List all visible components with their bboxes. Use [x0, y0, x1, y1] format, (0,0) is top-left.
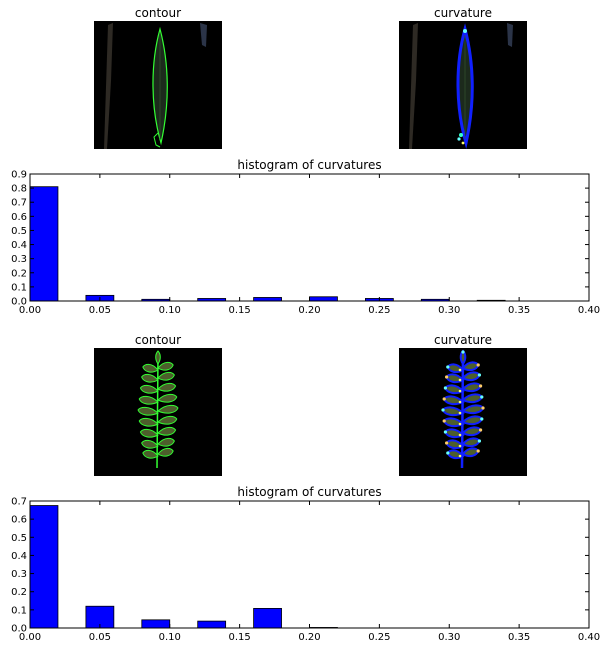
- histogram-bar: [309, 296, 338, 302]
- x-tick-label: 0.30: [438, 305, 460, 315]
- x-tick-label: 0.25: [368, 632, 390, 642]
- histogram-chart-2: 0.00 0.05 0.10 0.15 0.20 0.25 0.30 0.35 0.40 0.0 0…: [11, 497, 600, 642]
- contour-title-1: contour: [134, 6, 182, 20]
- x-tick-label: 0.05: [89, 305, 111, 315]
- y-tick-label: 0.0: [11, 297, 27, 308]
- histogram-bar: [29, 186, 59, 302]
- plot-area: [30, 501, 589, 628]
- y-tick-label: 0.2: [11, 268, 27, 279]
- histogram-bar: [141, 619, 171, 629]
- x-tick-label: 0.00: [19, 632, 41, 642]
- y-tick-label: 0.5: [11, 533, 27, 544]
- y-tick-label: 0.4: [11, 551, 27, 562]
- y-tick-label: 0.3: [11, 569, 27, 580]
- y-tick-label: 0.8: [11, 184, 27, 195]
- x-tick-label: 0.10: [159, 305, 181, 315]
- y-tick-label: 0.6: [11, 212, 27, 223]
- y-tick-label: 0.0: [11, 624, 27, 635]
- x-tick-label: 0.15: [228, 632, 250, 642]
- histogram-bar: [253, 608, 282, 629]
- histogram-title-2: histogram of curvatures: [237, 485, 382, 499]
- curvature-image-1: [399, 21, 527, 149]
- x-tick-label: 0.40: [578, 632, 600, 642]
- x-tick-label: 0.05: [89, 632, 111, 642]
- y-tick-label: 0.6: [11, 515, 27, 526]
- x-tick-label: 0.25: [368, 305, 390, 315]
- contour-title-2: contour: [134, 333, 182, 347]
- y-tick-label: 0.2: [11, 587, 27, 598]
- histogram-bar: [29, 505, 59, 629]
- curvature-image-2: [399, 348, 527, 476]
- x-tick-label: 0.35: [508, 305, 530, 315]
- plot-area: [30, 174, 589, 301]
- histogram-chart-1: 0.00 0.05 0.10 0.15 0.20 0.25 0.30 0.35 0.40 0.0 0…: [11, 170, 600, 315]
- histogram-title-1: histogram of curvatures: [237, 158, 382, 172]
- histogram-bar: [197, 620, 227, 629]
- y-tick-label: 0.1: [11, 605, 27, 616]
- y-tick-label: 0.5: [11, 226, 27, 237]
- x-tick-label: 0.35: [508, 632, 530, 642]
- contour-image-2: [94, 348, 222, 476]
- y-tick-label: 0.9: [11, 170, 27, 181]
- x-tick-label: 0.15: [228, 305, 250, 315]
- y-tick-label: 0.4: [11, 240, 27, 251]
- y-tick-label: 0.1: [11, 282, 27, 293]
- y-tick-label: 0.7: [11, 497, 27, 508]
- x-tick-label: 0.20: [298, 632, 320, 642]
- histogram-bar: [253, 297, 282, 302]
- curvature-title-1: curvature: [434, 6, 492, 20]
- curvature-title-2: curvature: [434, 333, 492, 347]
- x-tick-label: 0.00: [19, 305, 41, 315]
- y-tick-label: 0.3: [11, 254, 27, 265]
- y-tick-label: 0.7: [11, 198, 27, 209]
- x-tick-label: 0.10: [159, 632, 181, 642]
- x-tick-label: 0.30: [438, 632, 460, 642]
- x-tick-label: 0.20: [298, 305, 320, 315]
- x-tick-label: 0.40: [578, 305, 600, 315]
- contour-image-1: [94, 21, 222, 149]
